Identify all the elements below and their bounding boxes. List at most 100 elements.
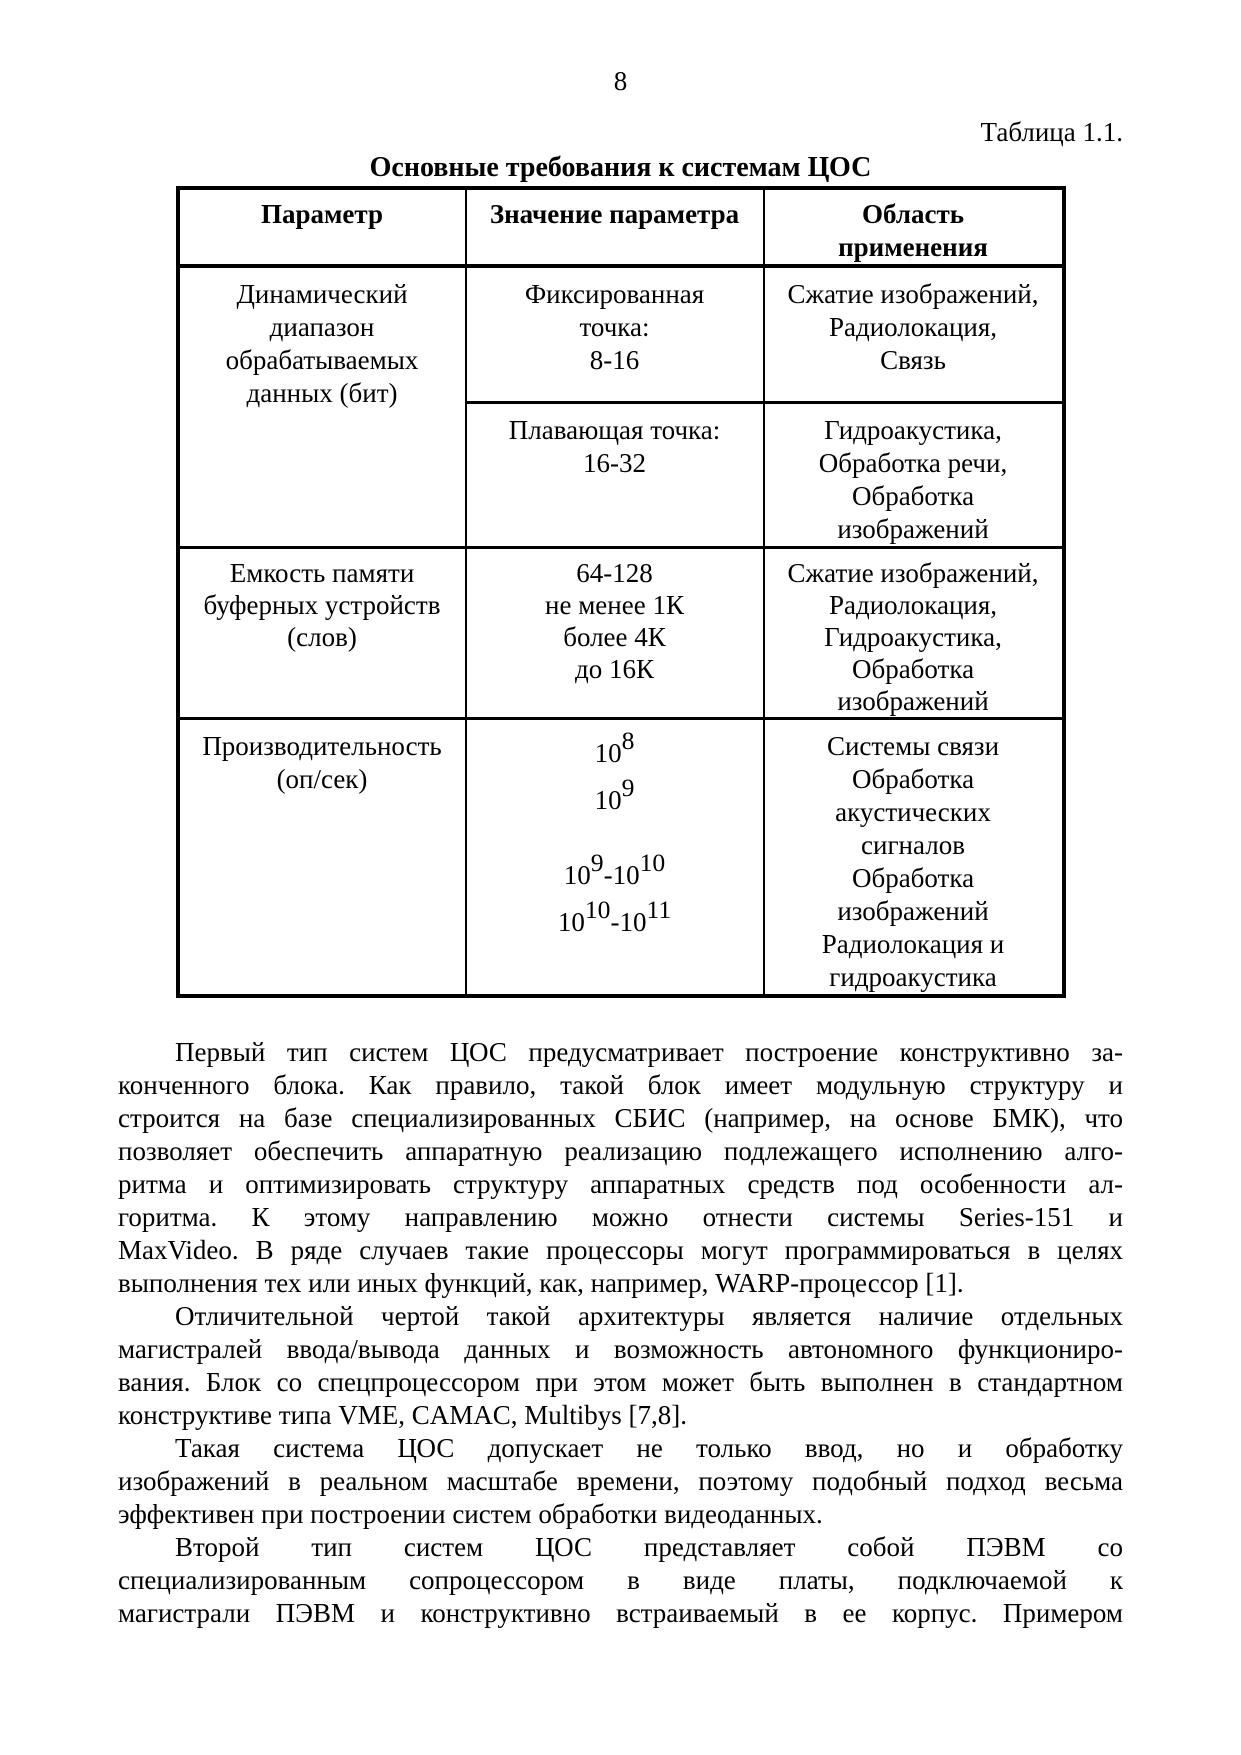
text-line: выполнения тех или иных функций, как, на… — [118, 1267, 964, 1298]
area-line: сигналов — [861, 829, 965, 860]
text-line: Первый тип систем ЦОС предусматривает по… — [175, 1036, 1123, 1067]
value-line: Плавающая точка: — [508, 414, 721, 445]
superscript: 8 — [621, 725, 635, 755]
power-dash: - — [610, 906, 620, 937]
power-base: 10 — [594, 737, 622, 768]
superscript: 9 — [621, 772, 635, 802]
power-line: 108 — [473, 727, 757, 777]
body-text: Первый тип систем ЦОС предусматривает по… — [118, 1036, 1123, 1630]
text-line: горитма. К этому направлению можно отнес… — [118, 1201, 1123, 1232]
text-line: магистрали ПЭВМ и конструктивно встраива… — [118, 1597, 1123, 1628]
value-cell-performance: 108 109 109-1010 1010-1011 — [464, 716, 765, 997]
param-line: буферных устройств — [203, 589, 441, 620]
area-line: гидроакустика — [829, 961, 997, 992]
table-row-dynamic-range-fixed: Динамический диапазон обрабатываемых дан… — [176, 265, 1065, 548]
area-line: изображений — [837, 513, 989, 544]
power-line: 109 — [473, 774, 757, 824]
area-line: Радиолокация, — [828, 589, 998, 620]
area-line: Связь — [880, 345, 946, 375]
area-line: акустических — [835, 796, 991, 827]
value-cell-buffer-memory: 64-128 не менее 1К более 4К до 16К — [464, 545, 765, 719]
header-cell-parameter: Параметр — [176, 187, 467, 268]
param-line: данных (бит) — [246, 378, 398, 408]
text-line: позволяет обеспечить аппаратную реализац… — [118, 1135, 1123, 1166]
param-line: (оп/сек) — [276, 763, 368, 794]
text-line: ритма и оптимизировать структуру аппарат… — [118, 1168, 1123, 1199]
area-cell-fixed-point: Сжатие изображений, Радиолокация, Связь — [762, 265, 1065, 403]
area-line: изображений — [837, 685, 989, 716]
param-line: Емкость памяти — [229, 557, 415, 588]
paragraph: Первый тип систем ЦОС предусматривает по… — [118, 1036, 1123, 1300]
power-base: 10 — [612, 859, 640, 890]
param-cell-buffer-memory: Емкость памяти буферных устройств (слов) — [176, 545, 467, 719]
text-line: конченного блока. Как правило, такой бло… — [118, 1069, 1123, 1100]
area-line: Гидроакустика, — [824, 414, 1002, 445]
superscript: 11 — [646, 894, 672, 924]
text-line: вания. Блок со спецпроцессором при этом … — [118, 1366, 1123, 1397]
table-title: Основные требования к системам ЦОС — [369, 152, 872, 183]
table-row-dynamic-range-float: Плавающая точка: 16-32 Гидроакустика, Об… — [178, 400, 1065, 548]
table-row-buffer-memory: Емкость памяти буферных устройств (слов)… — [176, 545, 1065, 719]
table-caption: Таблица 1.1. — [980, 117, 1123, 147]
requirements-table: Параметр Значение параметра Область прим… — [175, 186, 1066, 998]
text-line: конструктиве типа VME, CAMAC, Multibys [… — [118, 1399, 687, 1430]
text-line: Такая система ЦОС допускает не только вв… — [175, 1432, 1123, 1463]
header-cell-area: Область применения — [762, 187, 1065, 268]
power-base: 10 — [563, 859, 591, 890]
param-cell-dynamic-range: Динамический диапазон обрабатываемых дан… — [176, 265, 467, 548]
header-line: Значение параметра — [489, 199, 740, 229]
header-cell-value: Значение параметра — [464, 187, 765, 268]
table-row-performance: Производительность (оп/сек) 108 109 109-… — [176, 716, 1065, 997]
area-line: Обработка речи, — [818, 447, 1008, 478]
param-cell-performance: Производительность (оп/сек) — [176, 716, 467, 997]
param-line: (слов) — [287, 621, 357, 652]
area-line: Гидроакустика, — [824, 621, 1002, 652]
value-line: более 4К — [563, 621, 666, 652]
table-header-row: Параметр Значение параметра Область прим… — [176, 187, 1065, 268]
area-line: Системы связи — [826, 730, 1000, 761]
text-line: магистралей ввода/вывода данных и возмож… — [118, 1333, 1123, 1364]
area-line: Радиолокация и — [821, 928, 1005, 959]
power-line: 1010-1011 — [473, 896, 757, 946]
area-line: Радиолокация, — [828, 312, 998, 342]
value-line: 16-32 — [583, 447, 646, 478]
area-line: изображений — [837, 895, 989, 926]
area-cell-floating-point: Гидроакустика, Обработка речи, Обработка… — [762, 400, 1065, 548]
value-line: точка: — [579, 312, 650, 342]
text-line: строится на базе специализированных СБИС… — [118, 1102, 1123, 1133]
header-line: Параметр — [260, 199, 383, 229]
area-line: Сжатие изображений, — [787, 557, 1039, 588]
paragraph: Такая система ЦОС допускает не только вв… — [118, 1432, 1123, 1531]
area-cell-buffer-memory: Сжатие изображений, Радиолокация, Гидроа… — [762, 545, 1065, 719]
header-line: применения — [838, 232, 988, 262]
area-line: Обработка — [851, 862, 975, 893]
text-line: Отличительной чертой такой архитектуры я… — [175, 1300, 1123, 1331]
value-line: Фиксированная — [524, 279, 705, 309]
paragraph: Отличительной чертой такой архитектуры я… — [118, 1300, 1123, 1432]
text-line: Второй тип систем ЦОС представляет собой… — [175, 1531, 1123, 1562]
power-base: 10 — [619, 906, 647, 937]
param-line: Динамический — [236, 279, 408, 309]
area-line: Сжатие изображений, — [787, 279, 1039, 309]
page-number: 8 — [613, 66, 628, 96]
text-line: эффективен при построении систем обработ… — [118, 1498, 823, 1529]
param-line: Производительность — [202, 730, 442, 761]
superscript: 10 — [584, 894, 611, 924]
param-line: диапазон — [269, 312, 375, 342]
power-dash: - — [603, 859, 613, 890]
power-base: 10 — [557, 906, 585, 937]
power-base: 10 — [594, 784, 622, 815]
text-line: изображений в реальном масштабе времени,… — [118, 1465, 1123, 1496]
page-content: 8 Таблица 1.1. Основные требования к сис… — [118, 0, 1123, 1630]
area-line: Обработка — [851, 763, 975, 794]
area-cell-performance: Системы связи Обработка акустических сиг… — [762, 716, 1065, 997]
header-line: Область — [861, 199, 964, 229]
superscript: 9 — [590, 847, 604, 877]
power-line: 109-1010 — [473, 849, 757, 899]
area-line: Обработка — [851, 653, 975, 684]
value-cell-fixed-point: Фиксированная точка: 8-16 — [464, 265, 765, 403]
param-line: обрабатываемых — [225, 345, 419, 375]
area-line: Обработка — [851, 480, 975, 511]
value-line: 8-16 — [589, 345, 640, 375]
